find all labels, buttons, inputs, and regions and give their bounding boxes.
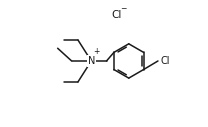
Text: N: N xyxy=(88,56,95,66)
Text: −: − xyxy=(120,4,126,13)
Text: +: + xyxy=(93,47,100,56)
Text: Cl: Cl xyxy=(111,10,122,20)
Text: Cl: Cl xyxy=(161,56,170,66)
